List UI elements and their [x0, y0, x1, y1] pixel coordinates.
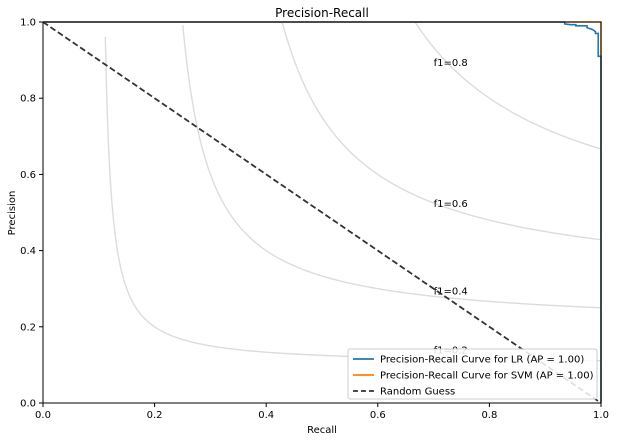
- x-tick-label-0: 0.0: [35, 410, 51, 421]
- legend-entry-2: Random Guess: [380, 387, 455, 398]
- iso-f1-label-1: f1=0.4: [434, 287, 468, 298]
- x-tick-label-4: 0.8: [481, 410, 497, 421]
- y-tick-label-3: 0.6: [20, 170, 36, 181]
- iso-f1-curve-2: [281, 22, 602, 241]
- y-tick-label-4: 0.8: [20, 94, 36, 105]
- legend-entry-0: Precision-Recall Curve for LR (AP = 1.00…: [380, 355, 584, 366]
- y-tick-label-5: 1.0: [20, 18, 36, 29]
- iso-f1-label-3: f1=0.8: [434, 58, 468, 69]
- y-tick-label-0: 0.0: [20, 399, 36, 410]
- legend-box: [347, 348, 598, 400]
- legend: Precision-Recall Curve for LR (AP = 1.00…: [347, 348, 598, 400]
- iso-f1-curve-3: [414, 22, 602, 150]
- legend-entry-1: Precision-Recall Curve for SVM (AP = 1.0…: [380, 371, 594, 382]
- y-axis-label: Precision: [7, 191, 18, 236]
- y-tick-label-1: 0.2: [20, 322, 36, 333]
- chart-title: Precision-Recall: [275, 6, 369, 20]
- iso-f1-curve-1: [182, 24, 602, 309]
- axis-ticks: 0.0 0.2 0.4 0.6 0.8 1.0 0.0 0.2 0.4 0.6 0.8 1.0: [20, 18, 609, 422]
- x-tick-label-2: 0.4: [258, 410, 274, 421]
- plot-frame: [42, 21, 602, 404]
- x-axis-label: Recall: [307, 425, 337, 436]
- x-tick-label-5: 1.0: [593, 410, 609, 421]
- x-tick-label-1: 0.2: [147, 410, 163, 421]
- series-line-2: [42, 21, 602, 404]
- series-line-0: [43, 21, 602, 403]
- y-tick-label-2: 0.4: [20, 246, 36, 257]
- iso-f1-label-2: f1=0.6: [434, 199, 468, 210]
- x-tick-label-3: 0.6: [370, 410, 386, 421]
